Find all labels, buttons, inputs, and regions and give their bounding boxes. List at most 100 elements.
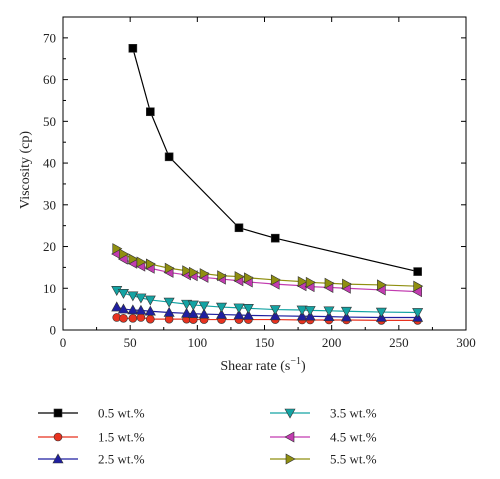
- data-point: [270, 233, 280, 243]
- series-line: [132, 48, 418, 273]
- x-tick-label: 0: [60, 335, 67, 350]
- legend-marker: [285, 453, 296, 465]
- x-tick-label: 250: [389, 335, 409, 350]
- data-point: [413, 280, 424, 292]
- legend-item: 5.5 wt.%: [270, 452, 377, 467]
- data-point: [119, 248, 130, 260]
- x-tick-label: 300: [456, 335, 476, 350]
- data-point: [187, 308, 199, 319]
- legend-marker: [53, 408, 63, 418]
- data-point: [296, 310, 308, 321]
- data-point: [234, 223, 244, 233]
- data-point: [304, 306, 316, 317]
- x-axis-title-superscript: −1: [290, 356, 301, 367]
- data-point: [342, 278, 353, 290]
- y-axis-title: Viscosity (cp): [18, 131, 33, 209]
- data-point: [135, 304, 147, 315]
- data-point: [164, 152, 174, 162]
- data-point: [144, 305, 156, 316]
- y-tick-label: 40: [43, 156, 56, 171]
- series-6: [112, 243, 424, 292]
- data-point: [269, 310, 281, 321]
- data-point: [136, 256, 147, 268]
- x-tick-label: 100: [188, 335, 208, 350]
- legend-marker: [284, 431, 295, 443]
- y-tick-label: 10: [43, 281, 56, 296]
- legend-label: 2.5 wt.%: [98, 452, 145, 467]
- legend-label: 3.5 wt.%: [330, 406, 377, 421]
- ticks-group: 0 50 100 150 200 250 300 0 10 20 30 40 50 60 70: [43, 17, 476, 350]
- data-point: [146, 107, 155, 117]
- data-point: [164, 262, 175, 274]
- data-point: [305, 276, 316, 288]
- y-tick-label: 70: [43, 30, 56, 45]
- legend-label: 5.5 wt.%: [330, 452, 377, 467]
- legend-label: 0.5 wt.%: [98, 406, 145, 421]
- data-point: [233, 309, 245, 320]
- data-point: [189, 266, 199, 278]
- data-point: [270, 274, 281, 286]
- data-point: [216, 308, 228, 319]
- x-tick-label: 150: [255, 335, 275, 350]
- series-line: [116, 248, 418, 287]
- legend-marker: [53, 432, 63, 442]
- data-point: [128, 253, 139, 265]
- x-tick-label: 50: [124, 335, 137, 350]
- data-point: [163, 297, 175, 308]
- data-point: [127, 304, 139, 315]
- legend-item: 4.5 wt.%: [270, 430, 377, 445]
- legend-label: 1.5 wt.%: [98, 430, 145, 445]
- data-point: [144, 295, 156, 306]
- series-5: [111, 248, 422, 298]
- data-point: [117, 288, 129, 299]
- y-tick-label: 30: [43, 197, 56, 212]
- legend: 0.5 wt.% 1.5 wt.% 2.5 wt.% 3.5 wt.% 4.5 wt.%…: [38, 406, 377, 467]
- data-point: [413, 267, 422, 276]
- data-point: [217, 270, 228, 282]
- data-point: [187, 300, 199, 311]
- data-point: [375, 307, 387, 318]
- data-point: [112, 243, 123, 255]
- data-point: [128, 43, 138, 53]
- data-point: [324, 277, 335, 289]
- data-point: [244, 272, 254, 284]
- data-point: [216, 302, 228, 313]
- data-point: [128, 314, 138, 323]
- y-tick-label: 50: [43, 114, 56, 129]
- data-point: [233, 303, 245, 314]
- data-point: [127, 291, 139, 302]
- data-point: [181, 307, 193, 318]
- data-point: [117, 303, 129, 314]
- data-point: [269, 305, 281, 316]
- x-axis-title-main: Shear rate (s: [220, 359, 290, 374]
- x-tick-label: 200: [322, 335, 342, 350]
- series-line: [116, 289, 418, 314]
- data-point: [146, 314, 155, 324]
- y-tick-label: 0: [50, 323, 57, 338]
- data-point: [377, 279, 387, 291]
- series-group: [111, 43, 424, 325]
- legend-item: 3.5 wt.%: [270, 406, 377, 421]
- legend-item: 1.5 wt.%: [38, 430, 145, 445]
- series-1: [128, 43, 422, 276]
- legend-marker: [284, 408, 296, 419]
- data-point: [182, 265, 193, 277]
- legend-marker: [52, 453, 64, 464]
- data-point: [340, 306, 352, 317]
- legend-item: 2.5 wt.%: [38, 452, 145, 467]
- x-axis-title-close: ): [301, 359, 306, 374]
- data-point: [111, 301, 123, 312]
- series-4: [111, 286, 424, 319]
- data-point: [163, 306, 175, 317]
- x-axis-title: Shear rate (s−1): [220, 356, 306, 374]
- data-point: [234, 271, 245, 283]
- data-point: [198, 308, 210, 319]
- data-point: [412, 308, 424, 319]
- data-point: [242, 309, 254, 320]
- series-3: [111, 301, 424, 322]
- y-tick-label: 60: [43, 72, 56, 87]
- y-tick-label: 20: [43, 239, 56, 254]
- data-point: [135, 293, 147, 304]
- series-line: [116, 253, 418, 293]
